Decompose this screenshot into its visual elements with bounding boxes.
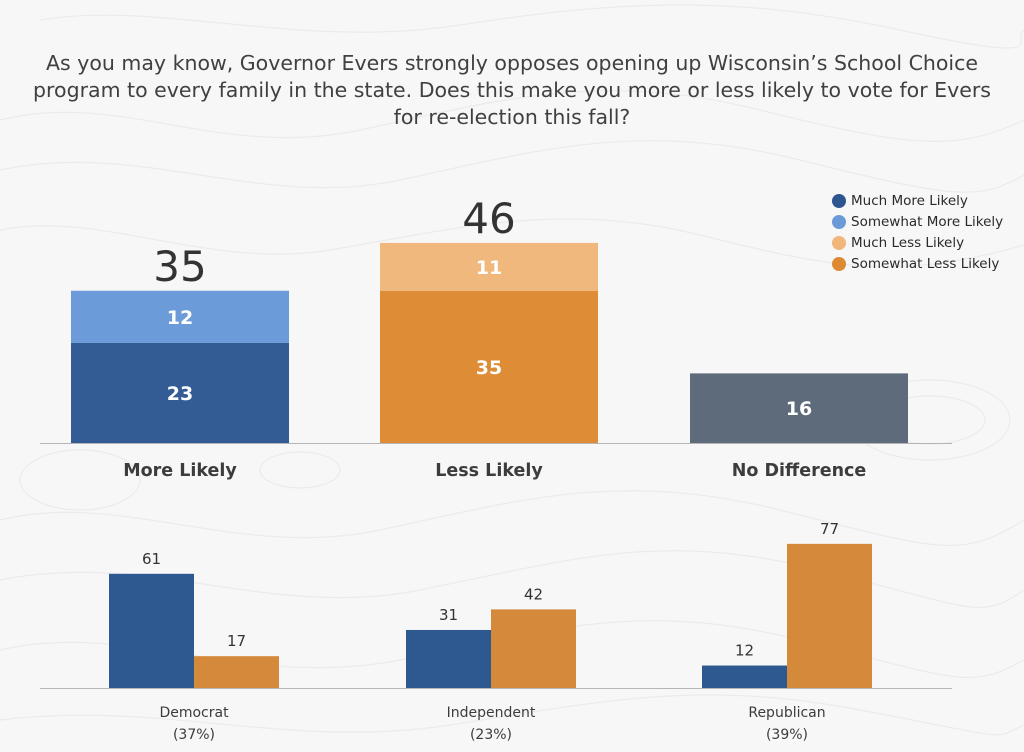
bar-segment-label: 35 bbox=[476, 357, 502, 379]
group-bar-label: 12 bbox=[735, 642, 754, 660]
legend-label: Somewhat More Likely bbox=[851, 213, 1004, 230]
group-bar-label: 61 bbox=[142, 550, 161, 568]
legend-swatch bbox=[832, 256, 846, 271]
group-category-label: Democrat bbox=[159, 705, 229, 721]
legend-item: Somewhat Less Likely bbox=[832, 253, 1003, 274]
question-text: As you may know, Governor Evers strongly… bbox=[33, 51, 991, 129]
legend-label: Somewhat Less Likely bbox=[851, 255, 1000, 272]
group-bar bbox=[787, 543, 872, 688]
group-bar bbox=[109, 573, 194, 688]
group-category-sublabel: (23%) bbox=[470, 727, 512, 743]
legend-item: Somewhat More Likely bbox=[832, 211, 1003, 232]
group-bar bbox=[194, 656, 279, 688]
category-label: No Difference bbox=[732, 461, 867, 481]
category-label: Less Likely bbox=[435, 461, 543, 481]
group-bar-label: 42 bbox=[524, 585, 543, 603]
group-bar bbox=[491, 609, 576, 688]
bar-segment bbox=[71, 290, 289, 343]
group-bar-label: 31 bbox=[439, 606, 458, 624]
bar-total-label: 35 bbox=[153, 242, 206, 291]
bar-segment-label: 23 bbox=[167, 383, 193, 405]
group-bar-label: 77 bbox=[820, 520, 839, 538]
bar-segment-label: 16 bbox=[786, 398, 812, 420]
legend-swatch bbox=[832, 214, 846, 229]
bar-segment bbox=[690, 373, 908, 443]
legend-label: Much More Likely bbox=[851, 192, 968, 209]
legend-label: Much Less Likely bbox=[851, 234, 965, 251]
legend-item: Much More Likely bbox=[832, 190, 1003, 211]
group-category-label: Republican bbox=[748, 705, 825, 721]
bar-segment-label: 12 bbox=[167, 307, 193, 329]
legend: Much More Likely Somewhat More Likely Mu… bbox=[832, 190, 1003, 274]
legend-item: Much Less Likely bbox=[832, 232, 1003, 253]
group-category-label: Independent bbox=[447, 705, 536, 721]
group-category-sublabel: (39%) bbox=[766, 727, 808, 743]
group-bar-label: 17 bbox=[227, 632, 246, 650]
bar-segment bbox=[380, 242, 598, 291]
bar-segment-label: 11 bbox=[476, 257, 502, 279]
category-label: More Likely bbox=[123, 461, 237, 481]
bar-total-label: 46 bbox=[462, 194, 515, 243]
group-bar bbox=[406, 629, 491, 688]
group-category-sublabel: (37%) bbox=[173, 727, 215, 743]
legend-swatch bbox=[832, 193, 846, 208]
bar-segment bbox=[380, 290, 598, 443]
group-bar bbox=[702, 665, 787, 688]
bar-segment bbox=[71, 342, 289, 443]
legend-swatch bbox=[832, 235, 846, 250]
